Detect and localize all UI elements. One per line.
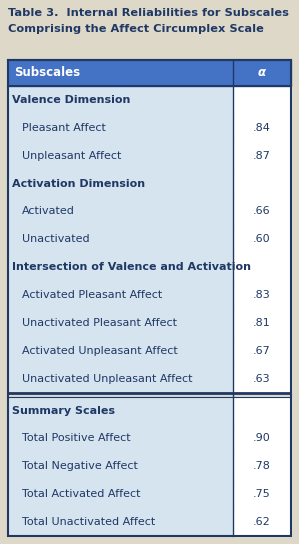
Text: Summary Scales: Summary Scales (12, 406, 115, 416)
Bar (233, 424, 291, 453)
Text: Unactivated: Unactivated (22, 234, 90, 244)
Bar (8, 453, 233, 480)
Bar (233, 254, 291, 281)
Text: Subscales: Subscales (14, 66, 80, 79)
Bar (233, 197, 291, 225)
Bar (8, 60, 291, 86)
Text: Activated Unpleasant Affect: Activated Unpleasant Affect (22, 346, 178, 356)
Text: .87: .87 (253, 151, 271, 160)
Text: .78: .78 (253, 461, 271, 471)
Text: Unactivated Unpleasant Affect: Unactivated Unpleasant Affect (22, 374, 193, 384)
Text: .90: .90 (253, 434, 271, 443)
Bar (8, 337, 233, 364)
Bar (8, 142, 233, 170)
Bar (233, 281, 291, 309)
Text: Table 3.  Internal Reliabilities for Subscales: Table 3. Internal Reliabilities for Subs… (8, 8, 289, 18)
Bar (8, 170, 233, 197)
Text: Total Negative Affect: Total Negative Affect (22, 461, 138, 471)
Bar (8, 309, 233, 337)
Bar (233, 508, 291, 536)
Text: Total Unactivated Affect: Total Unactivated Affect (22, 517, 155, 527)
Bar (233, 453, 291, 480)
Bar (8, 254, 233, 281)
Text: .81: .81 (253, 318, 271, 328)
Text: .60: .60 (253, 234, 271, 244)
Text: Comprising the Affect Circumplex Scale: Comprising the Affect Circumplex Scale (8, 24, 264, 34)
Bar (233, 364, 291, 393)
Text: Activated Pleasant Affect: Activated Pleasant Affect (22, 290, 162, 300)
Bar (233, 142, 291, 170)
Bar (8, 424, 233, 453)
Bar (233, 114, 291, 142)
Text: Unactivated Pleasant Affect: Unactivated Pleasant Affect (22, 318, 177, 328)
Bar (8, 281, 233, 309)
Text: Unpleasant Affect: Unpleasant Affect (22, 151, 121, 160)
Bar (8, 114, 233, 142)
Text: Activated: Activated (22, 206, 75, 217)
Bar (233, 86, 291, 114)
Text: Pleasant Affect: Pleasant Affect (22, 123, 106, 133)
Text: Intersection of Valence and Activation: Intersection of Valence and Activation (12, 262, 251, 272)
Bar (8, 197, 233, 225)
Text: α: α (258, 66, 266, 79)
Bar (233, 309, 291, 337)
Bar (233, 480, 291, 508)
Text: Activation Dimension: Activation Dimension (12, 178, 145, 189)
Bar (233, 337, 291, 364)
Bar (233, 170, 291, 197)
Text: Total Positive Affect: Total Positive Affect (22, 434, 131, 443)
Text: .75: .75 (253, 489, 271, 499)
Bar (233, 225, 291, 254)
Bar (8, 480, 233, 508)
Text: .84: .84 (253, 123, 271, 133)
Text: .62: .62 (253, 517, 271, 527)
Text: .67: .67 (253, 346, 271, 356)
Text: .63: .63 (253, 374, 271, 384)
Bar (8, 397, 233, 424)
Text: .83: .83 (253, 290, 271, 300)
Bar (8, 60, 291, 536)
Bar (8, 225, 233, 254)
Text: .66: .66 (253, 206, 271, 217)
Bar (8, 364, 233, 393)
Text: Total Activated Affect: Total Activated Affect (22, 489, 141, 499)
Bar (233, 397, 291, 424)
Text: Valence Dimension: Valence Dimension (12, 95, 130, 105)
Bar (8, 86, 233, 114)
Bar (8, 508, 233, 536)
